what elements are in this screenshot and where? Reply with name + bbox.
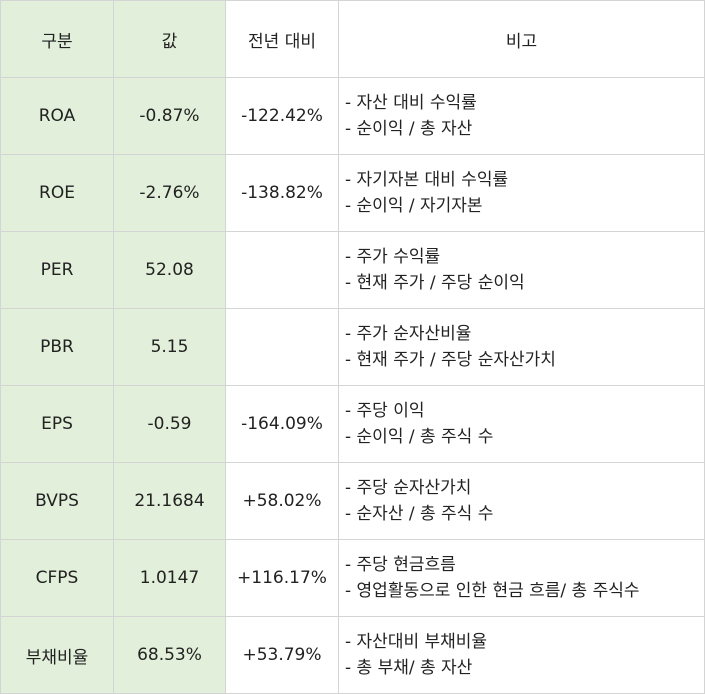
table-row: EPS -0.59 -164.09% - 주당 이익 - 순이익 / 총 주식 수 [0, 385, 705, 463]
note-line: - 현재 주가 / 주당 순자산가치 [345, 350, 556, 370]
note-line: - 주당 순자산가치 [345, 478, 472, 498]
note-line: - 영업활동으로 인한 현금 흐름/ 총 주식수 [345, 581, 640, 601]
row-label: PBR [0, 308, 114, 386]
row-value: 21.1684 [113, 462, 226, 540]
header-category: 구분 [0, 0, 114, 78]
row-notes: - 주당 순자산가치 - 순자산 / 총 주식 수 [338, 462, 705, 540]
row-label: CFPS [0, 539, 114, 617]
row-label: ROA [0, 77, 114, 155]
note-line: - 순자산 / 총 주식 수 [345, 504, 494, 524]
note-line: - 주당 현금흐름 [345, 555, 456, 575]
note-line: - 순이익 / 총 자산 [345, 119, 473, 139]
note-line: - 총 부채/ 총 자산 [345, 658, 473, 678]
row-value: -2.76% [113, 154, 226, 232]
row-yoy [225, 231, 339, 309]
row-notes: - 자기자본 대비 수익률 - 순이익 / 자기자본 [338, 154, 705, 232]
row-label: ROE [0, 154, 114, 232]
header-row: 구분 값 전년 대비 비고 [0, 0, 705, 78]
table-row: PBR 5.15 - 주가 순자산비율 - 현재 주가 / 주당 순자산가치 [0, 308, 705, 386]
row-notes: - 자산 대비 수익률 - 순이익 / 총 자산 [338, 77, 705, 155]
header-value: 값 [113, 0, 226, 78]
note-line: - 순이익 / 총 주식 수 [345, 427, 494, 447]
row-value: 1.0147 [113, 539, 226, 617]
row-value: 5.15 [113, 308, 226, 386]
row-notes: - 주가 순자산비율 - 현재 주가 / 주당 순자산가치 [338, 308, 705, 386]
row-yoy: -138.82% [225, 154, 339, 232]
row-notes: - 주당 현금흐름 - 영업활동으로 인한 현금 흐름/ 총 주식수 [338, 539, 705, 617]
row-label: BVPS [0, 462, 114, 540]
row-value: 68.53% [113, 616, 226, 694]
row-yoy [225, 308, 339, 386]
header-yoy: 전년 대비 [225, 0, 339, 78]
note-line: - 자기자본 대비 수익률 [345, 170, 509, 190]
row-value: -0.59 [113, 385, 226, 463]
table-row: ROA -0.87% -122.42% - 자산 대비 수익률 - 순이익 / 총 자산 [0, 77, 705, 155]
note-line: - 순이익 / 자기자본 [345, 196, 483, 216]
table-row: CFPS 1.0147 +116.17% - 주당 현금흐름 - 영업활동으로 인한 현… [0, 539, 705, 617]
note-line: - 주가 순자산비율 [345, 324, 472, 344]
table-row: 부채비율 68.53% +53.79% - 자산대비 부채비율 - 총 부채/ 총 자산 [0, 616, 705, 694]
row-label: EPS [0, 385, 114, 463]
row-value: -0.87% [113, 77, 226, 155]
note-line: - 자산대비 부채비율 [345, 632, 488, 652]
row-label: 부채비율 [0, 616, 114, 694]
row-yoy: -164.09% [225, 385, 339, 463]
row-notes: - 자산대비 부채비율 - 총 부채/ 총 자산 [338, 616, 705, 694]
row-yoy: +58.02% [225, 462, 339, 540]
note-line: - 주가 수익률 [345, 247, 441, 267]
table-row: ROE -2.76% -138.82% - 자기자본 대비 수익률 - 순이익 / 자기… [0, 154, 705, 232]
header-notes: 비고 [338, 0, 705, 78]
row-notes: - 주가 수익률 - 현재 주가 / 주당 순이익 [338, 231, 705, 309]
row-notes: - 주당 이익 - 순이익 / 총 주식 수 [338, 385, 705, 463]
table-row: PER 52.08 - 주가 수익률 - 현재 주가 / 주당 순이익 [0, 231, 705, 309]
note-line: - 주당 이익 [345, 401, 425, 421]
row-label: PER [0, 231, 114, 309]
row-yoy: +53.79% [225, 616, 339, 694]
row-value: 52.08 [113, 231, 226, 309]
note-line: - 현재 주가 / 주당 순이익 [345, 273, 525, 293]
table-row: BVPS 21.1684 +58.02% - 주당 순자산가치 - 순자산 / 총 주식… [0, 462, 705, 540]
row-yoy: -122.42% [225, 77, 339, 155]
note-line: - 자산 대비 수익률 [345, 93, 477, 113]
row-yoy: +116.17% [225, 539, 339, 617]
